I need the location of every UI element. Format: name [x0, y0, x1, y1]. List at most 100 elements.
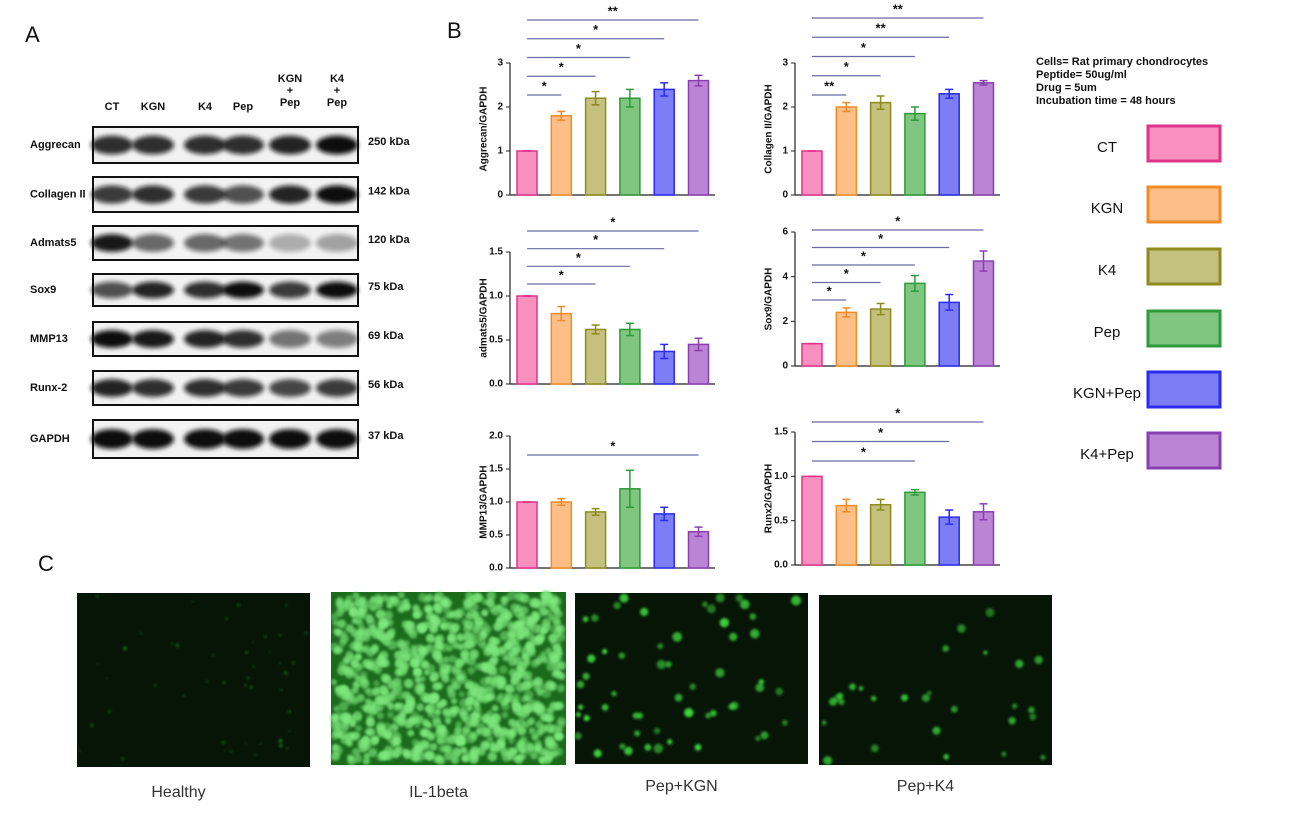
- cell: [517, 739, 525, 748]
- bar: [584, 511, 607, 569]
- cell: [363, 752, 371, 760]
- cell: [245, 650, 249, 654]
- cell: [454, 725, 463, 734]
- cell: [362, 757, 370, 765]
- legend-swatch: [1146, 185, 1222, 224]
- row-label: Runx-2: [30, 382, 67, 394]
- cell: [424, 705, 432, 713]
- cell: [536, 728, 544, 736]
- cell: [433, 595, 441, 603]
- cell: [525, 642, 534, 650]
- blot-band: [132, 429, 174, 449]
- micrograph: [819, 595, 1052, 765]
- row-size: 250 kDa: [368, 136, 410, 148]
- bar: [619, 97, 641, 196]
- lane-label: Pep: [233, 101, 253, 113]
- cell: [849, 683, 856, 691]
- cell: [452, 681, 462, 690]
- cell: [246, 676, 250, 680]
- cell: [514, 591, 525, 602]
- bar: [550, 312, 573, 385]
- y-tick-label: 1.0: [489, 291, 503, 302]
- cell: [1012, 703, 1018, 709]
- cell: [352, 592, 360, 600]
- cell: [498, 665, 508, 675]
- cell: [530, 751, 539, 760]
- cell: [401, 620, 410, 629]
- cell: [499, 630, 510, 641]
- cell: [611, 690, 617, 697]
- cell: [508, 631, 517, 639]
- cell: [365, 662, 373, 670]
- cell: [285, 604, 288, 607]
- cell: [480, 695, 490, 704]
- cell: [950, 705, 958, 713]
- cell: [468, 754, 479, 764]
- cell: [492, 673, 501, 681]
- significance-label: *: [610, 438, 616, 453]
- y-tick-label: 1: [782, 146, 788, 157]
- lane-label: K4: [198, 101, 213, 113]
- y-tick-label: 4: [782, 271, 788, 282]
- bar: [801, 150, 823, 196]
- cell: [374, 687, 381, 694]
- y-axis-label: MMP13/GAPDH: [479, 465, 490, 538]
- significance-label: *: [878, 231, 884, 246]
- cell: [430, 616, 437, 623]
- cell: [438, 699, 446, 707]
- micrograph: [575, 593, 808, 764]
- lane-label: Pep: [327, 97, 347, 109]
- cell: [422, 693, 433, 703]
- legend-label: KGN+Pep: [1073, 385, 1141, 402]
- cell: [665, 661, 672, 668]
- cell: [345, 624, 354, 633]
- cell: [518, 712, 527, 720]
- bar: [687, 530, 710, 569]
- cell: [90, 723, 94, 727]
- cell: [1028, 706, 1035, 714]
- row-label: GAPDH: [30, 433, 70, 445]
- info-text: Cells= Rat primary chondrocytes: [1036, 56, 1208, 68]
- blot-band: [91, 330, 133, 348]
- cell: [366, 718, 376, 728]
- cell: [278, 738, 283, 743]
- cell: [619, 743, 626, 750]
- blot-band: [316, 185, 358, 204]
- micrograph: [77, 593, 310, 767]
- cell: [574, 732, 582, 740]
- cell: [342, 655, 352, 665]
- cell: [450, 697, 458, 705]
- cell: [634, 730, 641, 737]
- cell: [401, 748, 409, 756]
- cell: [483, 741, 490, 749]
- cell: [331, 732, 339, 740]
- cell: [870, 695, 877, 702]
- blot-band: [184, 379, 226, 397]
- cell: [488, 716, 497, 725]
- cell: [409, 752, 419, 762]
- cell: [531, 733, 539, 741]
- cell: [351, 747, 361, 757]
- cell: [535, 720, 544, 729]
- blot-band: [269, 135, 311, 155]
- significance-label: **: [608, 3, 619, 18]
- cell: [493, 622, 503, 632]
- cell: [458, 691, 465, 698]
- cell: [932, 726, 941, 735]
- cell: [548, 633, 558, 643]
- significance-label: **: [893, 1, 904, 16]
- blot-band: [269, 281, 311, 299]
- lane-label: K4: [330, 73, 345, 85]
- lane-label: KGN: [278, 73, 303, 85]
- cell: [429, 691, 439, 701]
- cell: [396, 690, 406, 700]
- cell: [408, 629, 418, 639]
- blot-band: [91, 379, 133, 397]
- cell: [424, 605, 432, 613]
- cell: [78, 749, 82, 752]
- row-size: 142 kDa: [368, 185, 410, 197]
- cell: [253, 753, 257, 757]
- cell: [519, 626, 529, 636]
- lane-label: +: [287, 85, 293, 97]
- cell: [344, 600, 354, 611]
